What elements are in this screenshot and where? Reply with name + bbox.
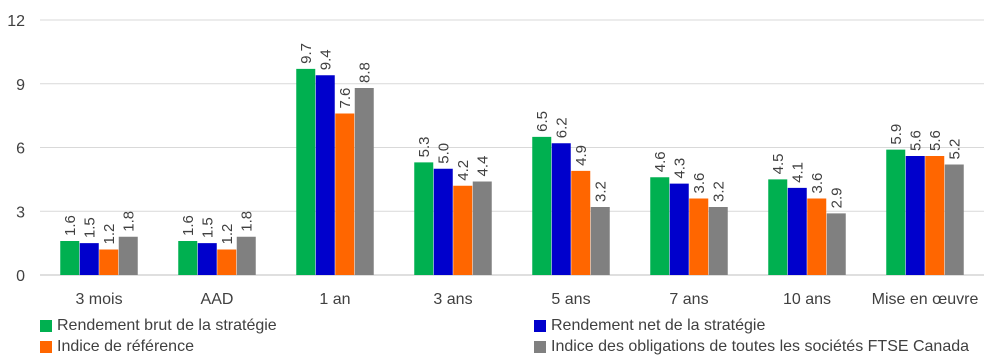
bar xyxy=(60,241,80,275)
x-tick-label: 1 an xyxy=(319,291,350,308)
data-label: 1.2 xyxy=(101,224,118,245)
data-label: 3.2 xyxy=(710,181,727,202)
data-label: 4.9 xyxy=(573,145,590,166)
y-tick-label: 12 xyxy=(7,13,25,30)
legend-swatch xyxy=(40,341,52,353)
data-label: 6.2 xyxy=(553,117,570,138)
data-label: 3.6 xyxy=(809,173,826,194)
legend-label: Indice des obligations de toutes les soc… xyxy=(551,338,970,355)
data-label: 5.9 xyxy=(888,124,905,145)
data-label: 4.1 xyxy=(789,162,806,183)
data-label: 5.2 xyxy=(946,139,963,160)
y-tick-label: 3 xyxy=(16,204,25,221)
bar xyxy=(905,156,925,275)
bar xyxy=(453,185,473,275)
bar xyxy=(433,168,453,275)
data-label: 1.5 xyxy=(199,217,216,238)
bar xyxy=(315,75,335,275)
legend-item-net-return: Rendement net de la stratégie xyxy=(534,317,765,335)
y-axis-ticks: 0 3 6 9 12 xyxy=(7,13,25,285)
x-tick-label: 10 ans xyxy=(783,291,831,308)
data-label: 5.6 xyxy=(907,130,924,151)
bar xyxy=(296,68,316,275)
legend-item-gross-return: Rendement brut de la stratégie xyxy=(40,317,277,335)
bar xyxy=(197,243,217,275)
data-labels: 1.6 1.5 1.21.8 1.6 1.5 1.21.89.7 9.47.68.85.3 5… xyxy=(62,43,964,244)
bar xyxy=(532,136,552,275)
x-tick-label: AAD xyxy=(201,291,234,308)
bar xyxy=(335,113,355,275)
bar xyxy=(551,143,571,275)
x-tick-label: Mise en œuvre xyxy=(872,291,979,308)
data-label: 7.6 xyxy=(337,88,354,109)
data-label: 1.5 xyxy=(81,217,98,238)
data-label: 3.6 xyxy=(691,173,708,194)
bar xyxy=(689,198,709,275)
data-label: 5.6 xyxy=(927,130,944,151)
data-label: 4.3 xyxy=(671,158,688,179)
y-tick-label: 0 xyxy=(16,268,25,285)
legend-swatch xyxy=(40,320,52,332)
bar xyxy=(669,183,689,275)
bar xyxy=(768,179,788,275)
data-label: 1.8 xyxy=(120,211,137,232)
bar xyxy=(178,241,198,275)
x-axis-ticks: 3 mois AAD 1 an 3 ans 5 ans 7 ans 10 ans Mise e… xyxy=(75,291,978,308)
bar xyxy=(354,88,374,275)
bar xyxy=(79,243,99,275)
bar xyxy=(236,236,256,275)
data-label: 8.8 xyxy=(356,62,373,83)
bar xyxy=(886,149,906,275)
legend-label: Rendement net de la stratégie xyxy=(551,317,766,334)
bar xyxy=(944,164,964,275)
bar xyxy=(118,236,138,275)
legend: Rendement brut de la stratégie Rendement… xyxy=(40,317,1000,361)
legend-item-benchmark: Indice de référence xyxy=(40,338,194,356)
bar xyxy=(99,249,119,275)
data-label: 4.2 xyxy=(455,160,472,181)
data-label: 4.4 xyxy=(474,156,491,177)
bar xyxy=(807,198,827,275)
x-tick-label: 7 ans xyxy=(669,291,708,308)
data-label: 1.6 xyxy=(180,215,197,236)
data-label: 5.0 xyxy=(435,143,452,164)
data-label: 9.7 xyxy=(298,43,315,64)
x-tick-label: 3 ans xyxy=(433,291,472,308)
bar xyxy=(472,181,492,275)
data-label: 2.9 xyxy=(828,188,845,209)
data-label: 3.2 xyxy=(592,181,609,202)
data-label: 4.5 xyxy=(770,154,787,175)
data-label: 6.5 xyxy=(534,111,551,132)
gridlines xyxy=(40,19,984,276)
data-label: 1.2 xyxy=(219,224,236,245)
data-label: 1.8 xyxy=(238,211,255,232)
bar xyxy=(787,187,807,275)
data-label: 5.3 xyxy=(416,137,433,158)
data-label: 9.4 xyxy=(317,49,334,70)
bar xyxy=(708,207,728,275)
bar xyxy=(826,213,846,275)
bar xyxy=(217,249,237,275)
data-label: 1.6 xyxy=(62,215,79,236)
bar xyxy=(925,156,945,275)
legend-label: Indice de référence xyxy=(57,338,194,355)
bars xyxy=(60,68,964,275)
legend-swatch xyxy=(534,341,546,353)
x-tick-label: 3 mois xyxy=(75,291,122,308)
bar xyxy=(414,162,434,275)
y-tick-label: 9 xyxy=(16,77,25,94)
legend-swatch xyxy=(534,320,546,332)
x-tick-label: 5 ans xyxy=(551,291,590,308)
bar xyxy=(571,170,591,275)
data-label: 4.6 xyxy=(652,151,669,172)
legend-item-ftse-index: Indice des obligations de toutes les soc… xyxy=(534,338,969,356)
bar xyxy=(590,207,610,275)
legend-label: Rendement brut de la stratégie xyxy=(57,317,277,334)
bar xyxy=(650,177,670,275)
y-tick-label: 6 xyxy=(16,141,25,158)
